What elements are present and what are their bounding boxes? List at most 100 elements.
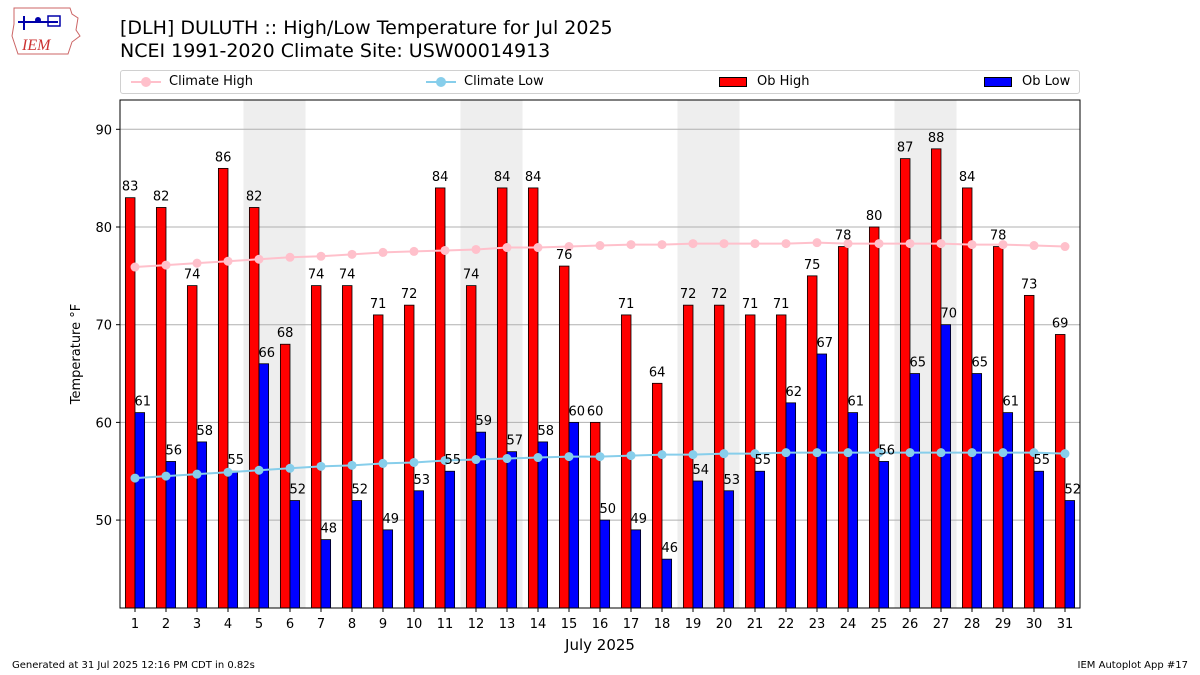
ob-low-label: 61 [848,395,865,410]
ob-low-bar [258,363,270,609]
ob-high-bar [527,187,539,609]
ob-low-bar [785,402,797,609]
ob-low-label: 56 [166,443,183,458]
bars [124,148,1076,609]
climate-low-point [781,448,791,458]
climate-high-point [626,240,636,250]
ob-high-label: 71 [742,297,759,312]
x-tick-label: 17 [623,617,640,632]
ob-low-bar [382,529,394,609]
climate-low-point [347,460,357,470]
chart-subtitle: NCEI 1991-2020 Climate Site: USW00014913 [120,40,551,62]
climate-low-point [161,471,171,481]
climate-high-point [936,239,946,249]
x-tick-label: 18 [654,617,671,632]
weekend-shade [460,100,523,608]
climate-low-point [874,448,884,458]
climate-low-point [564,452,574,462]
climate-low-point [130,473,140,483]
x-tick-label: 31 [1057,617,1074,632]
y-tick-label: 50 [95,514,112,529]
ob-low-label: 61 [1003,395,1020,410]
climate-high-point [688,239,698,249]
ob-low-bar [1002,412,1014,609]
legend-climate-high: Climate High [131,74,253,89]
x-tick-label: 16 [592,617,609,632]
x-tick-label: 28 [964,617,981,632]
ob-high-bar [434,187,446,609]
ob-high-label: 82 [153,189,170,204]
climate-low-line [134,451,1066,480]
ob-low-label: 55 [1034,453,1051,468]
ob-low-bar [413,490,425,609]
ob-low-bar [1064,500,1076,609]
climate-low-point [626,451,636,461]
ob-low-label: 55 [445,453,462,468]
y-tick-label: 70 [95,319,112,334]
legend-ob-high-label: Ob High [757,74,810,89]
ob-high-bar [682,304,694,609]
ob-high-label: 72 [711,287,728,302]
climate-high-point [347,249,357,259]
ob-high-label: 87 [897,141,914,156]
ob-high-label: 74 [339,268,356,283]
climate-low-point [750,449,760,459]
ob-high-bar [806,275,818,609]
ob-high-label: 74 [184,268,201,283]
legend-climate-low: Climate Low [426,74,544,89]
climate-low-point [843,448,853,458]
ob-low-bar [320,539,332,609]
climate-low-point [967,448,977,458]
climate-low-point [502,454,512,464]
ob-high-bar [186,285,198,609]
legend-ob-high: Ob High [719,74,810,89]
ob-low-label: 55 [228,453,245,468]
legend-climate-low-marker [426,76,456,87]
ob-high-bar [279,343,291,609]
ob-high-bar [465,285,477,609]
climate-low-point [936,448,946,458]
ob-low-label: 65 [910,356,927,371]
ob-low-bar [661,558,673,609]
ob-low-label: 53 [414,473,431,488]
climate-low-point [688,450,698,460]
climate-low-point [192,469,202,479]
ob-high-label: 86 [215,150,232,165]
ob-low-bar [692,480,704,609]
climate-high-point [967,240,977,250]
ob-high-bar [930,148,942,609]
ob-high-bar [589,421,601,609]
ob-low-label: 58 [538,424,555,439]
climate-low-point [440,455,450,465]
x-tick-label: 14 [530,617,547,632]
climate-high-point [409,246,419,256]
x-tick-label: 11 [437,617,454,632]
ob-high-bar [217,167,229,609]
ob-low-label: 52 [290,483,307,498]
x-tick-label: 26 [902,617,919,632]
ob-high-label: 84 [432,170,449,185]
ob-low-label: 70 [941,307,958,322]
x-tick-label: 20 [716,617,733,632]
ob-low-bar [351,500,363,609]
ob-high-label: 72 [680,287,697,302]
legend-ob-low: Ob Low [984,74,1070,89]
x-tick-label: 10 [406,617,423,632]
ob-high-bar [775,314,787,609]
ob-high-label: 78 [835,229,852,244]
legend-climate-high-label: Climate High [169,74,254,89]
climate-high-point [130,262,140,272]
ob-high-label: 72 [401,287,418,302]
climate-high-point [533,243,543,253]
chart-legend: Climate High Climate Low Ob High Ob Low [120,70,1080,94]
climate-high-point [719,239,729,249]
ob-high-label: 74 [463,268,480,283]
ob-high-label: 71 [773,297,790,312]
ob-high-bar [837,246,849,609]
ob-high-label: 82 [246,189,263,204]
ob-high-bar [1023,294,1035,609]
legend-climate-low-label: Climate Low [464,74,544,89]
climate-low-point [378,458,388,468]
ob-high-bar [124,197,136,609]
